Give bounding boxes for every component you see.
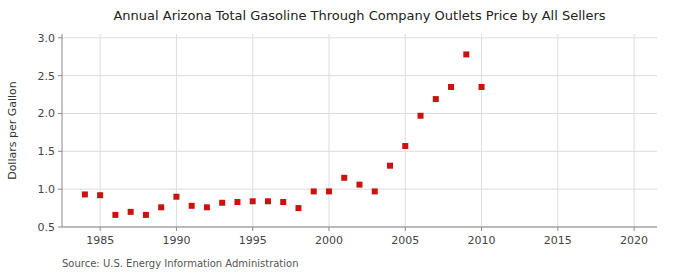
x-tick-label: 2020 xyxy=(620,234,648,247)
points xyxy=(82,51,485,217)
x-tick xyxy=(481,227,482,231)
x-tick xyxy=(405,227,406,231)
point xyxy=(402,143,408,149)
point xyxy=(219,200,225,206)
y-tick-label: 1.5 xyxy=(38,145,56,158)
point xyxy=(112,212,118,218)
point xyxy=(463,51,469,57)
y-grid-line xyxy=(62,151,657,152)
x-grid-line xyxy=(481,34,482,227)
y-grid-line xyxy=(62,113,657,114)
point xyxy=(372,188,378,194)
point xyxy=(311,188,317,194)
point xyxy=(204,204,210,210)
point xyxy=(418,113,424,119)
y-tick xyxy=(58,151,62,152)
point xyxy=(97,192,103,198)
y-tick-label: 3.0 xyxy=(38,32,56,45)
point xyxy=(265,198,271,204)
x-tick-label: 1995 xyxy=(239,234,267,247)
point xyxy=(387,163,393,169)
y-tick xyxy=(58,75,62,76)
point xyxy=(158,204,164,210)
y-grid-line xyxy=(62,189,657,190)
x-tick-label: 2000 xyxy=(315,234,343,247)
x-tick-label: 1990 xyxy=(162,234,190,247)
title: Annual Arizona Total Gasoline Through Co… xyxy=(113,8,605,23)
y-axis-label: Dollars per Gallon xyxy=(6,81,19,180)
x-grid-line xyxy=(328,34,329,227)
point xyxy=(143,212,149,218)
point xyxy=(250,198,256,204)
point xyxy=(82,191,88,197)
point xyxy=(234,199,240,205)
y-grid-line xyxy=(62,75,657,76)
y-tick-label: 2.0 xyxy=(38,107,56,120)
x-tick-label: 2015 xyxy=(544,234,572,247)
y-grid-line xyxy=(62,37,657,38)
x-tick-label: 2005 xyxy=(391,234,419,247)
x-axis-line xyxy=(62,227,657,228)
x-tick-label: 1985 xyxy=(86,234,114,247)
y-grid-line xyxy=(62,227,657,228)
x-tick xyxy=(557,227,558,231)
point xyxy=(479,84,485,90)
point xyxy=(173,194,179,200)
chart: Annual Arizona Total Gasoline Through Co… xyxy=(0,0,675,275)
y-tick xyxy=(58,227,62,228)
point xyxy=(189,203,195,209)
point xyxy=(448,84,454,90)
x-tick-label: 2010 xyxy=(468,234,496,247)
x-tick xyxy=(634,227,635,231)
y-tick-label: 2.5 xyxy=(38,70,56,83)
source-note: Source: U.S. Energy Information Administ… xyxy=(62,258,299,269)
point xyxy=(280,199,286,205)
x-tick xyxy=(252,227,253,231)
y-tick xyxy=(58,37,62,38)
x-grid-line xyxy=(634,34,635,227)
y-tick xyxy=(58,113,62,114)
grid xyxy=(62,34,657,227)
x-grid-line xyxy=(252,34,253,227)
x-grid-line xyxy=(405,34,406,227)
point xyxy=(128,209,134,215)
point xyxy=(341,175,347,181)
x-grid-line xyxy=(557,34,558,227)
x-tick xyxy=(328,227,329,231)
y-axis-line xyxy=(62,34,63,227)
point xyxy=(295,205,301,211)
y-tick xyxy=(58,189,62,190)
point xyxy=(357,182,363,188)
point xyxy=(326,188,332,194)
y-tick-label: 1.0 xyxy=(38,183,56,196)
axes: 0.5 1.0 1.5 2.0 2.5 3.0 1985 1990 1995 2000 2005 20… xyxy=(38,32,658,247)
point xyxy=(433,96,439,102)
x-tick xyxy=(176,227,177,231)
y-tick-label: 0.5 xyxy=(38,221,56,234)
x-tick xyxy=(100,227,101,231)
